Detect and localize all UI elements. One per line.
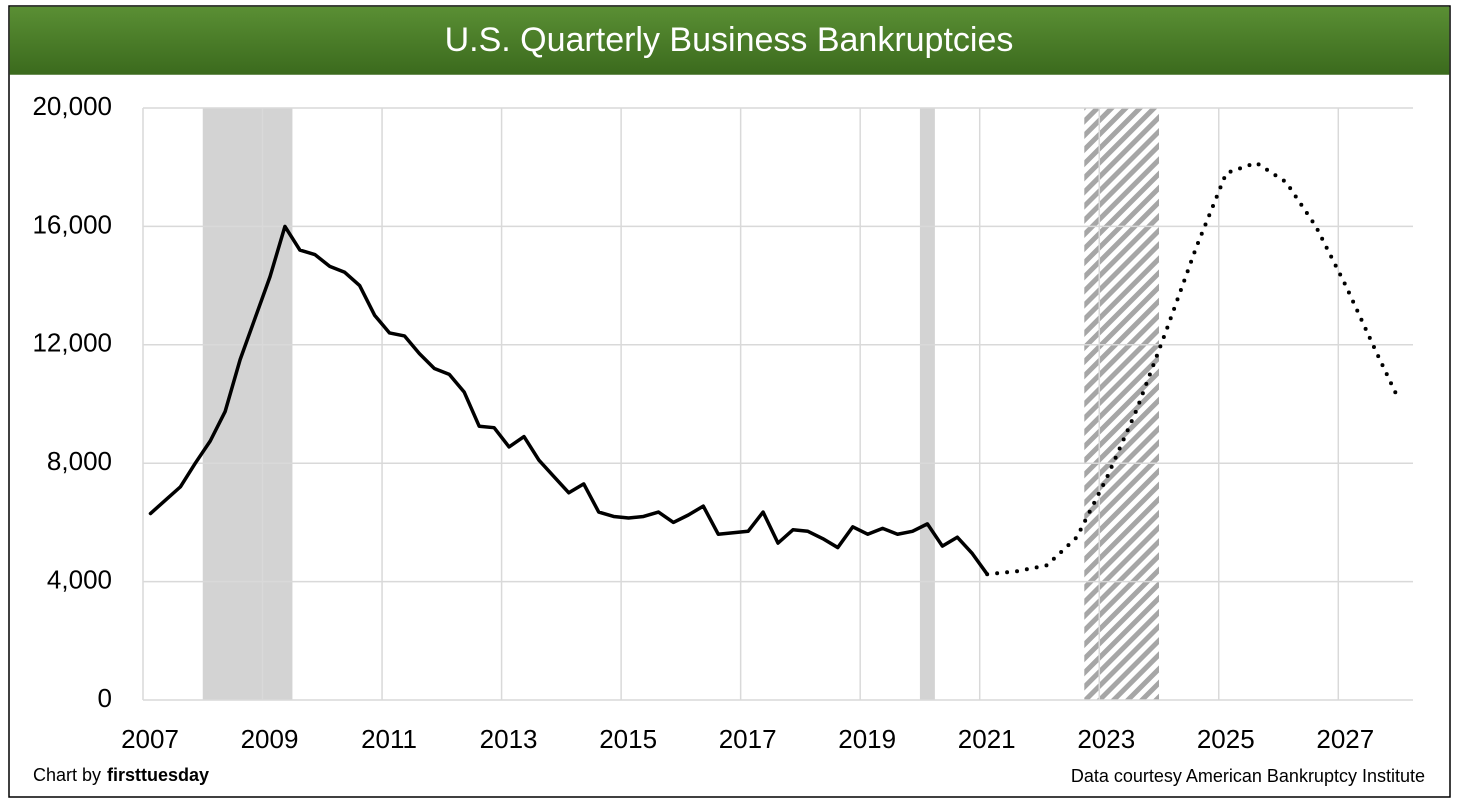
y-tick-label: 12,000 [32,328,112,358]
y-tick-label: 4,000 [47,564,112,594]
y-tick-label: 0 [98,683,112,713]
y-tick-label: 8,000 [47,446,112,476]
x-tick-label: 2015 [599,724,657,754]
credit: Chart by firsttuesday [33,765,209,785]
x-tick-label: 2027 [1316,724,1374,754]
credit-brand: firsttuesday [107,765,209,785]
x-tick-label: 2023 [1077,724,1135,754]
x-tick-label: 2025 [1197,724,1255,754]
y-tick-label: 16,000 [32,209,112,239]
credit-prefix: Chart by [33,765,101,785]
header-band [9,6,1450,75]
data-line [148,224,989,576]
source: Data courtesy American Bankruptcy Instit… [1071,766,1425,786]
chart-title: U.S. Quarterly Business Bankruptcies [445,21,1014,59]
forecast-region [1084,108,1159,700]
x-tick-label: 2013 [480,724,538,754]
x-tick-label: 2021 [958,724,1016,754]
recession-band [202,108,293,700]
x-tick-label: 2009 [241,724,299,754]
x-tick-label: 2019 [838,724,896,754]
x-tick-label: 2017 [719,724,777,754]
x-tick-label: 2011 [361,724,417,754]
x-tick-label: 2007 [121,724,179,754]
y-tick-label: 20,000 [32,91,112,121]
recession-band [919,108,935,700]
forecast-line [985,160,1401,577]
